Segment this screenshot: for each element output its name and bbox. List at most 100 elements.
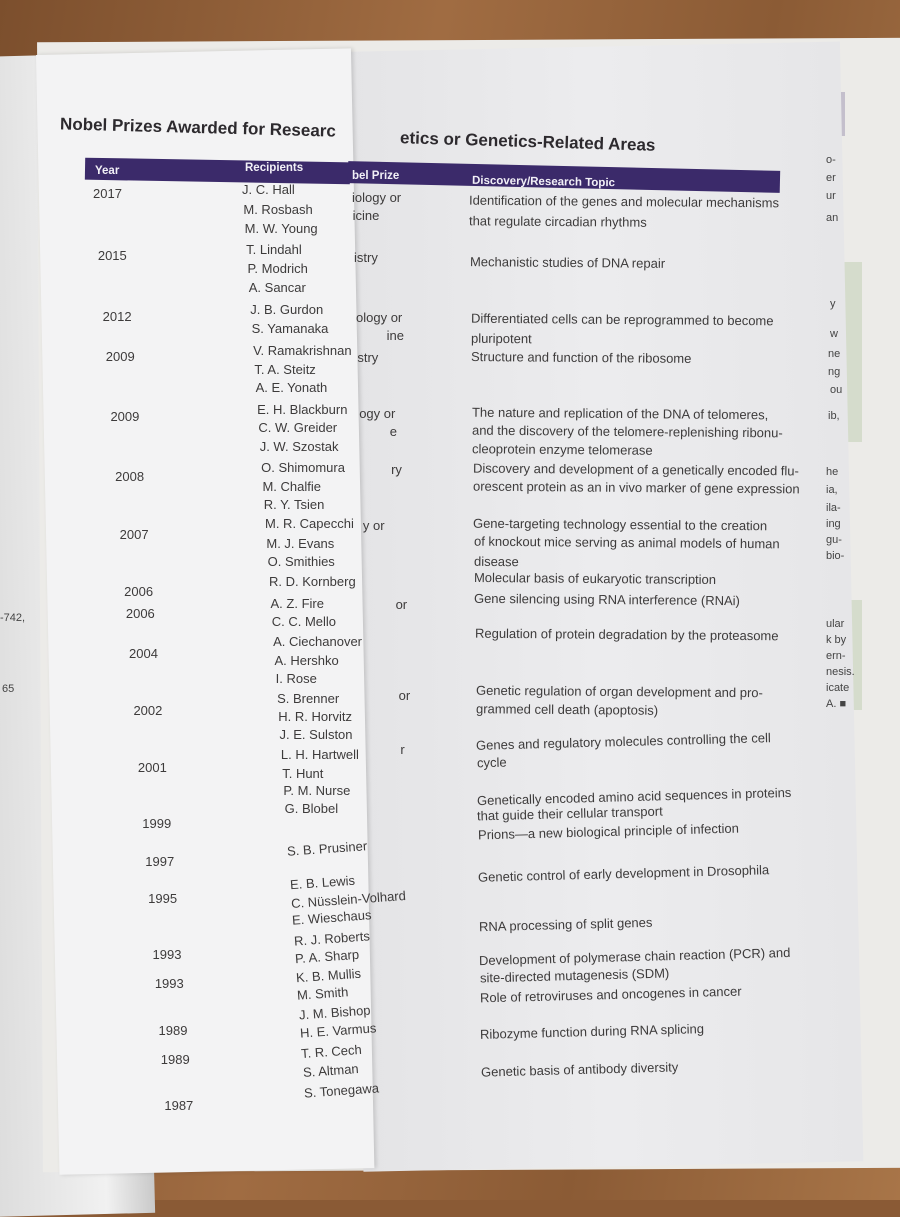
recipient-name: O. Smithies xyxy=(267,554,335,569)
recipient-name: V. Ramakrishnan xyxy=(253,343,352,358)
right-page-text-fragment: k by xyxy=(826,634,847,646)
year-cell: 2001 xyxy=(137,760,167,775)
year-cell: 2009 xyxy=(110,409,140,424)
prize-category-fragment: ogy or xyxy=(359,406,396,421)
right-page-text-fragment: nesis. xyxy=(826,666,855,678)
recipient-name: T. Lindahl xyxy=(246,242,302,257)
recipient-name: M. Chalfie xyxy=(262,479,321,494)
right-page-text-fragment: ib, xyxy=(828,410,840,422)
year-cell: 1997 xyxy=(145,854,175,869)
topic-text: Structure and function of the ribosome xyxy=(471,349,692,366)
header-prize: bel Prize xyxy=(352,170,400,182)
prize-category-fragment: ology or xyxy=(356,310,403,325)
year-cell: 1993 xyxy=(152,947,182,962)
year-cell: 1989 xyxy=(158,1023,188,1038)
right-page-text-fragment: er xyxy=(826,172,836,184)
recipient-name: C. C. Mello xyxy=(271,614,337,629)
header-year: Year xyxy=(95,165,120,177)
recipient-name: E. H. Blackburn xyxy=(257,402,348,417)
right-page-text-fragment: bio- xyxy=(826,550,845,562)
topic-text: grammed cell death (apoptosis) xyxy=(475,701,659,718)
year-cell: 2017 xyxy=(93,186,122,201)
recipient-name: S. Brenner xyxy=(277,691,340,706)
topic-text: Discovery and development of a genetical… xyxy=(472,460,799,479)
recipient-name: A. Ciechanover xyxy=(273,634,363,649)
right-page-text-fragment: o- xyxy=(826,154,836,166)
right-page-text-fragment: A. ■ xyxy=(826,698,847,710)
recipient-name: T. A. Steitz xyxy=(254,362,316,377)
topic-text: Identification of the genes and molecula… xyxy=(468,192,780,211)
year-cell: 2008 xyxy=(115,469,145,484)
topic-text: Differentiated cells can be reprogrammed… xyxy=(470,310,774,329)
recipient-name: M. W. Young xyxy=(244,221,318,236)
header-band-left xyxy=(84,157,351,185)
right-page-text-fragment: icate xyxy=(826,682,850,694)
recipient-name: G. Blobel xyxy=(284,801,339,816)
topic-text: cycle xyxy=(476,754,507,771)
prize-category-fragment: stry xyxy=(357,350,379,365)
topic-text: pluripotent xyxy=(470,330,532,347)
year-cell: 2009 xyxy=(105,349,135,364)
prize-category-fragment: ine xyxy=(386,328,404,343)
recipient-name: I. Rose xyxy=(275,671,317,686)
header-recipients: Recipients xyxy=(245,162,304,174)
recipient-name: A. Hershko xyxy=(274,653,339,668)
topic-text: cleoprotein enzyme telomerase xyxy=(472,441,654,458)
recipient-name: P. Modrich xyxy=(247,261,308,276)
year-cell: 2007 xyxy=(119,527,149,542)
year-cell: 1999 xyxy=(142,816,172,831)
right-page-text-fragment: ne xyxy=(828,348,841,360)
topic-text: Regulation of protein degradation by the… xyxy=(474,625,779,644)
recipient-name: A. E. Yonath xyxy=(255,380,328,395)
right-page-text-fragment: ular xyxy=(826,618,845,630)
year-cell: 2012 xyxy=(102,309,132,324)
prize-category-fragment: y or xyxy=(362,518,385,533)
year-cell: 2006 xyxy=(124,584,154,599)
topic-text: of knockout mice serving as animal model… xyxy=(473,533,780,552)
year-cell: 2004 xyxy=(129,646,158,661)
prize-category-fragment: icine xyxy=(352,208,380,223)
right-page-text-fragment: w xyxy=(830,328,838,340)
topic-text: orescent protein as an in vivo marker of… xyxy=(472,478,800,497)
topic-text: The nature and replication of the DNA of… xyxy=(471,404,769,423)
right-page-text-fragment: ou xyxy=(830,384,843,396)
recipient-name: L. H. Hartwell xyxy=(280,747,359,762)
right-page-text-fragment: ern- xyxy=(826,650,846,662)
topic-text: and the discovery of the telomere-replen… xyxy=(472,422,783,441)
right-page-text-fragment: he xyxy=(826,466,839,478)
prize-category-fragment: iology or xyxy=(352,190,402,205)
recipient-name: R. D. Kornberg xyxy=(269,574,356,589)
right-page-text-fragment: ur xyxy=(826,190,836,202)
prize-category-fragment: istry xyxy=(354,250,378,265)
recipient-name: C. W. Greider xyxy=(258,420,338,435)
topic-text: Gene-targeting technology essential to t… xyxy=(473,515,768,534)
recipient-name: M. J. Evans xyxy=(266,536,335,551)
recipient-name: J. B. Gurdon xyxy=(250,302,324,317)
header-topic: Discovery/Research Topic xyxy=(471,174,616,190)
topic-text: Genetic regulation of organ development … xyxy=(475,682,763,701)
right-page-text-fragment: ila- xyxy=(826,502,841,514)
topic-text: disease xyxy=(473,553,519,570)
recipient-name: J. W. Szostak xyxy=(259,439,339,454)
year-cell: 2006 xyxy=(125,606,155,621)
recipient-name: J. C. Hall xyxy=(242,182,295,197)
year-cell: 1995 xyxy=(148,891,178,906)
year-cell: 1989 xyxy=(160,1052,190,1067)
right-page-text-fragment: y xyxy=(830,298,836,310)
topic-text: that regulate circadian rhythms xyxy=(469,213,648,230)
prize-category-fragment: e xyxy=(389,424,398,439)
recipient-name: A. Sancar xyxy=(248,280,306,295)
year-cell: 2015 xyxy=(97,248,127,263)
recipient-name: S. Yamanaka xyxy=(251,321,329,336)
right-page-text-fragment: gu- xyxy=(826,534,842,546)
topic-text: Gene silencing using RNA interference (R… xyxy=(474,590,741,609)
year-cell: 1993 xyxy=(154,976,184,991)
prize-category-fragment: or xyxy=(395,597,408,612)
recipient-name: J. E. Sulston xyxy=(279,727,353,742)
recipient-name: O. Shimomura xyxy=(261,460,345,475)
left-page-text-fragment: 65 xyxy=(2,683,15,695)
recipient-name: M. Rosbash xyxy=(243,202,313,217)
recipient-name: P. M. Nurse xyxy=(283,783,351,798)
prize-category-fragment: ry xyxy=(391,462,402,477)
right-page-text-fragment: ing xyxy=(826,518,841,530)
